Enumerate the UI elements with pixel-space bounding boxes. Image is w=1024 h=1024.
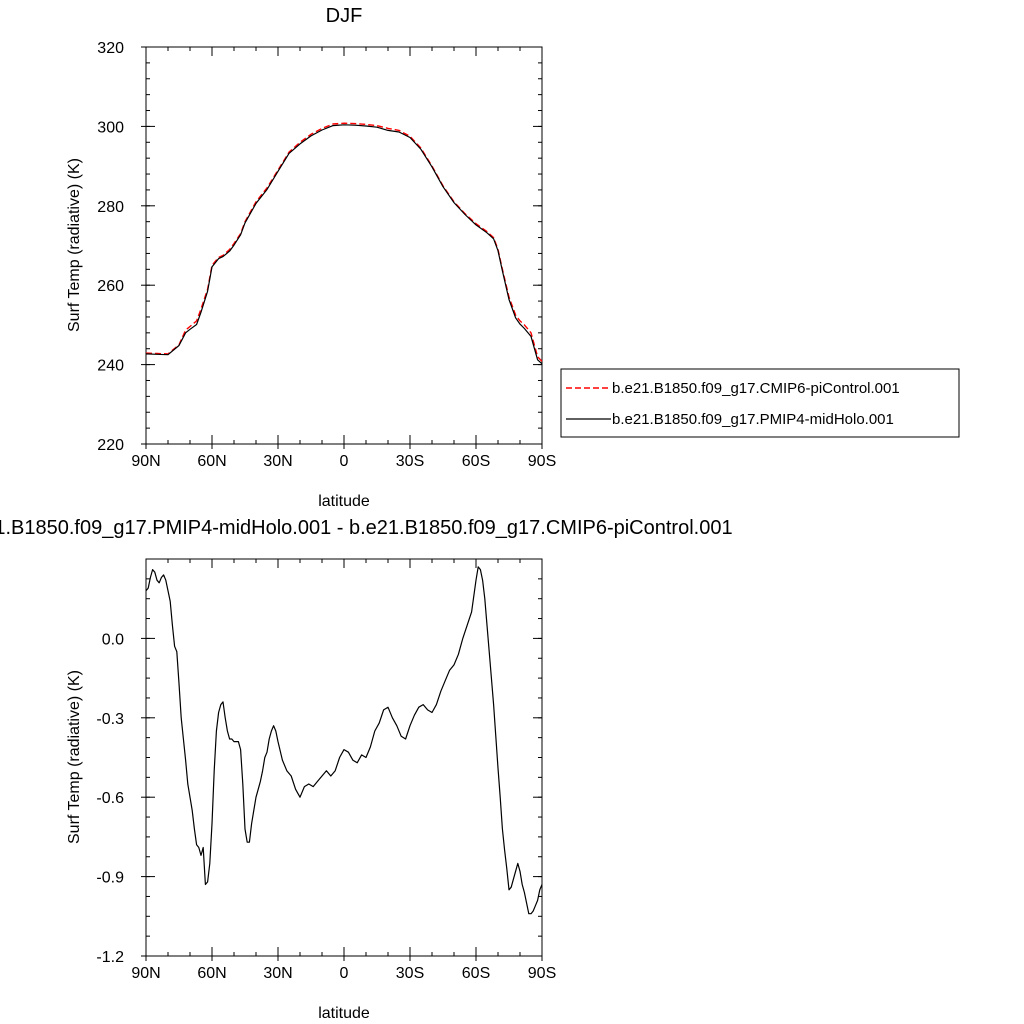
top-x-tick-label: 90S [528,453,556,470]
top-ticks: 90N 60N 30N 0 30S 60S 90S 220 240 260 280 300 320 [97,40,556,470]
bottom-chart: b.e21.B1850.f09_g17.PMIP4-midHolo.001 - … [0,517,733,1022]
top-series-line-0 [145,122,543,362]
bottom-x-tick-label: 90N [131,965,160,982]
top-series [145,122,543,365]
top-y-tick-label: 280 [97,199,124,216]
bottom-y-axis-label: Surf Temp (radiative) (K) [66,670,83,844]
legend-box [560,368,960,438]
top-y-axis-label: Surf Temp (radiative) (K) [66,158,83,332]
bottom-x-tick-label: 60N [197,965,226,982]
bottom-x-tick-label: 90S [528,965,556,982]
bottom-chart-title: b.e21.B1850.f09_g17.PMIP4-midHolo.001 - … [0,517,733,539]
bottom-y-tick-label: 0.0 [102,631,124,648]
top-x-tick-label: 60N [197,453,226,470]
bottom-ticks: 90N 60N 30N 0 30S 60S 90S -1.2 -0.9 -0.6 -0.3 0.0 [96,558,556,982]
bottom-y-tick-label: -1.2 [96,949,124,966]
legend-label-picontrol: b.e21.B1850.f09_g17.CMIP6-piControl.001 [612,380,900,397]
top-plot-frame [145,46,543,445]
bottom-y-tick-label: -0.9 [96,870,124,887]
top-y-tick-label: 240 [97,358,124,375]
bottom-plot-frame [145,558,543,957]
top-chart-title: DJF [326,5,363,27]
bottom-series-line-0 [145,566,543,915]
top-x-axis-label: latitude [318,493,370,510]
legend-label-midholo: b.e21.B1850.f09_g17.PMIP4-midHolo.001 [612,411,894,428]
top-y-tick-label: 320 [97,40,124,57]
top-x-tick-label: 60S [462,453,490,470]
top-y-tick-label: 220 [97,437,124,454]
bottom-y-tick-label: -0.3 [96,711,124,728]
bottom-x-tick-label: 60S [462,965,490,982]
top-x-tick-label: 30S [396,453,424,470]
bottom-x-axis-label: latitude [318,1005,370,1022]
top-x-tick-label: 30N [263,453,292,470]
top-x-tick-label: 90N [131,453,160,470]
top-y-tick-label: 260 [97,278,124,295]
top-y-tick-label: 300 [97,119,124,136]
top-series-line-1 [145,124,543,365]
bottom-x-tick-label: 30S [396,965,424,982]
legend: b.e21.B1850.f09_g17.CMIP6-piControl.001 … [560,368,960,438]
bottom-x-tick-label: 30N [263,965,292,982]
top-chart: DJF 90N 60N 30N 0 30S 60S 90S 220 240 260 280 300 32… [66,5,960,510]
bottom-series [145,566,543,915]
bottom-y-tick-label: -0.6 [96,790,124,807]
top-x-tick-label: 0 [340,453,349,470]
bottom-x-tick-label: 0 [340,965,349,982]
